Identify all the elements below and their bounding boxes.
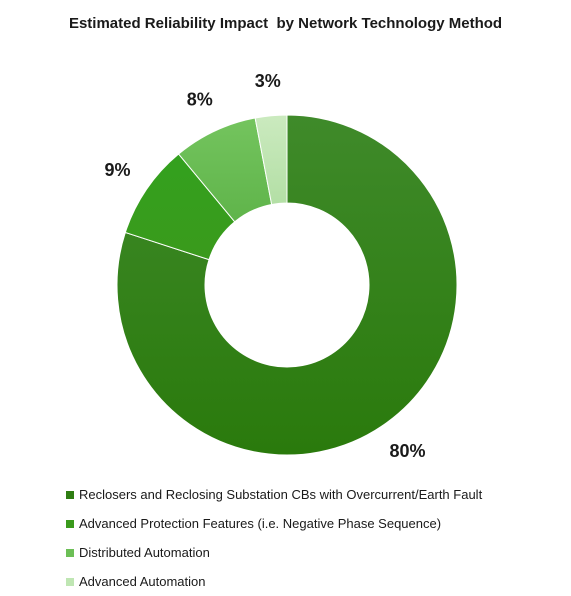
chart: Estimated Reliability Impact by Network … [66,15,503,589]
slice-reclosers [116,114,458,456]
legend-swatch [66,490,74,499]
slice-advanced-automation [254,114,288,206]
legend-label: Advanced Automation [79,574,206,589]
data-label-reclosers: 80% [389,441,425,461]
data-label-advanced-protection: 9% [104,160,130,180]
legend-item-reclosers: Reclosers and Reclosing Substation CBs w… [66,480,556,509]
legend-label: Advanced Protection Features (i.e. Negat… [79,516,442,531]
legend: Reclosers and Reclosing Substation CBs w… [66,480,556,596]
data-label-advanced-automation: 3% [255,71,281,91]
legend-item-advanced-protection: Advanced Protection Features (i.e. Negat… [66,509,556,538]
legend-item-distributed-automation: Distributed Automation [66,538,556,567]
legend-swatch [66,577,74,586]
data-label-distributed-automation: 8% [187,90,213,110]
chart-title: Estimated Reliability Impact by Network … [68,15,503,32]
legend-label: Distributed Automation [79,545,210,560]
legend-swatch [66,548,74,557]
donut-chart: 80% 9% 8% 3% [104,71,458,461]
legend-item-advanced-automation: Advanced Automation [66,567,556,596]
legend-label: Reclosers and Reclosing Substation CBs w… [79,487,483,502]
legend-swatch [66,519,74,528]
